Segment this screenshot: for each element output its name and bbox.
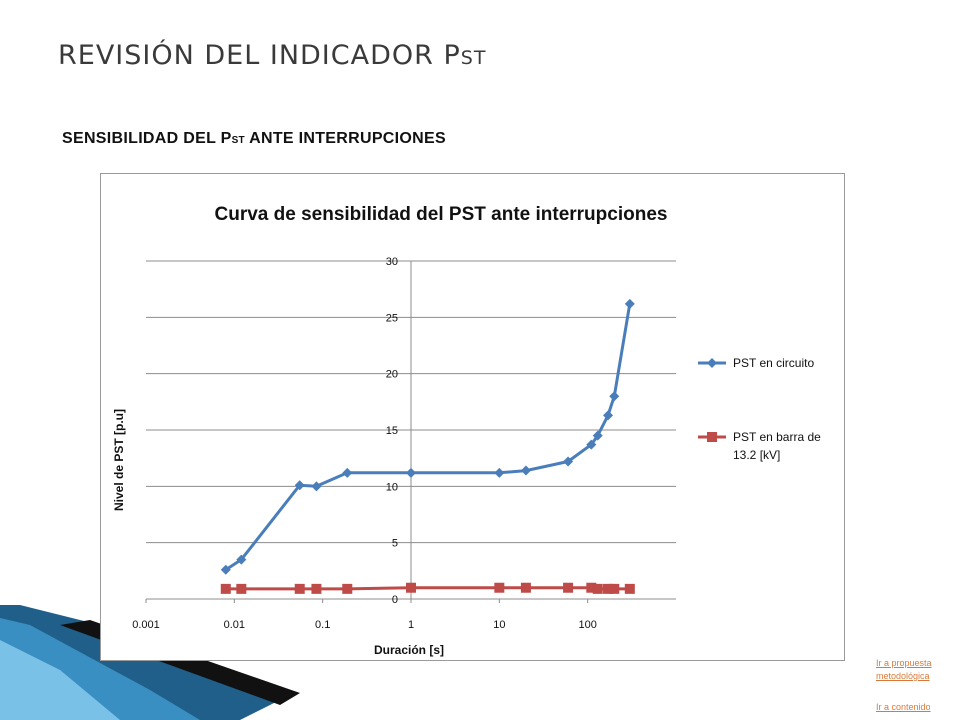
navigation-links: Ir a propuesta metodológica Ir a conteni… [876,657,956,714]
x-tick-label: 0.01 [224,619,245,631]
sensitivity-chart: Curva de sensibilidad del PST ante inter… [112,204,821,657]
y-tick-label: 10 [386,481,398,493]
legend-label: PST en circuito [733,356,814,370]
x-tick-label: 0.1 [315,619,330,631]
legend: PST en circuito PST en barra de 13.2 [kV] [698,356,821,462]
data-point-square [592,583,603,594]
legend-label-line2: 13.2 [kV] [733,448,780,462]
data-point-diamond [406,467,416,478]
y-tick-label: 20 [386,369,398,381]
link-propuesta-metodologica[interactable]: Ir a propuesta metodológica [876,658,932,681]
data-point-diamond [624,298,635,309]
chart-frame: Curva de sensibilidad del PST ante inter… [100,173,845,661]
y-tick-label: 25 [386,312,398,324]
x-tick-label: 1 [408,619,414,631]
data-point-square [220,583,231,594]
section-subtitle: SENSIBILIDAD DEL PST ANTE INTERRUPCIONES [62,130,446,147]
y-axis-label: Nivel de PST [p.u] [112,409,126,511]
series-1 [220,298,635,575]
data-point-diamond [520,465,531,476]
data-point-diamond [707,358,717,368]
x-tick-label: 100 [578,619,596,631]
data-point-diamond [342,467,353,478]
data-point-diamond [494,467,505,478]
data-point-diamond [586,439,597,450]
data-point-square [624,583,635,594]
data-point-square [609,583,620,594]
link-contenido[interactable]: Ir a contenido [876,702,931,712]
data-point-square [494,582,505,593]
x-tick-label: 0.001 [132,619,160,631]
data-point-square [586,582,597,593]
y-tick-label: 30 [386,256,398,268]
data-point-square [294,583,305,594]
data-point-diamond [220,564,231,575]
data-point-square [707,432,717,442]
data-point-square [311,583,322,594]
data-point-diamond [592,430,603,441]
data-point-square [236,583,247,594]
data-point-square [603,583,614,594]
data-point-diamond [294,480,305,491]
y-tick-label: 5 [392,538,398,550]
legend-label: PST en barra de [733,430,821,444]
axes [145,261,676,603]
y-tick-label: 15 [386,425,398,437]
data-point-diamond [609,391,620,402]
legend-item: PST en circuito [698,356,814,370]
data-point-diamond [603,410,614,421]
series-2 [220,582,635,594]
x-tick-label: 10 [493,619,505,631]
data-point-square [520,582,531,593]
tick-labels: 0 5 10 15 20 25 30 0.001 0.01 0.1 1 10 100 [132,256,597,631]
data-point-square [406,582,416,593]
data-point-diamond [563,456,574,467]
data-point-square [342,583,353,594]
slide-title: REVISIÓN DEL INDICADOR PST [58,40,487,71]
chart-title: Curva de sensibilidad del PST ante inter… [215,204,668,225]
data-point-square [563,582,574,593]
data-point-diamond [311,481,322,492]
y-tick-label: 0 [392,594,398,606]
x-axis-label: Duración [s] [374,643,444,657]
series-line [224,303,632,571]
data-point-diamond [236,554,247,565]
series-group [220,298,635,594]
legend-item: PST en barra de 13.2 [kV] [698,430,821,462]
